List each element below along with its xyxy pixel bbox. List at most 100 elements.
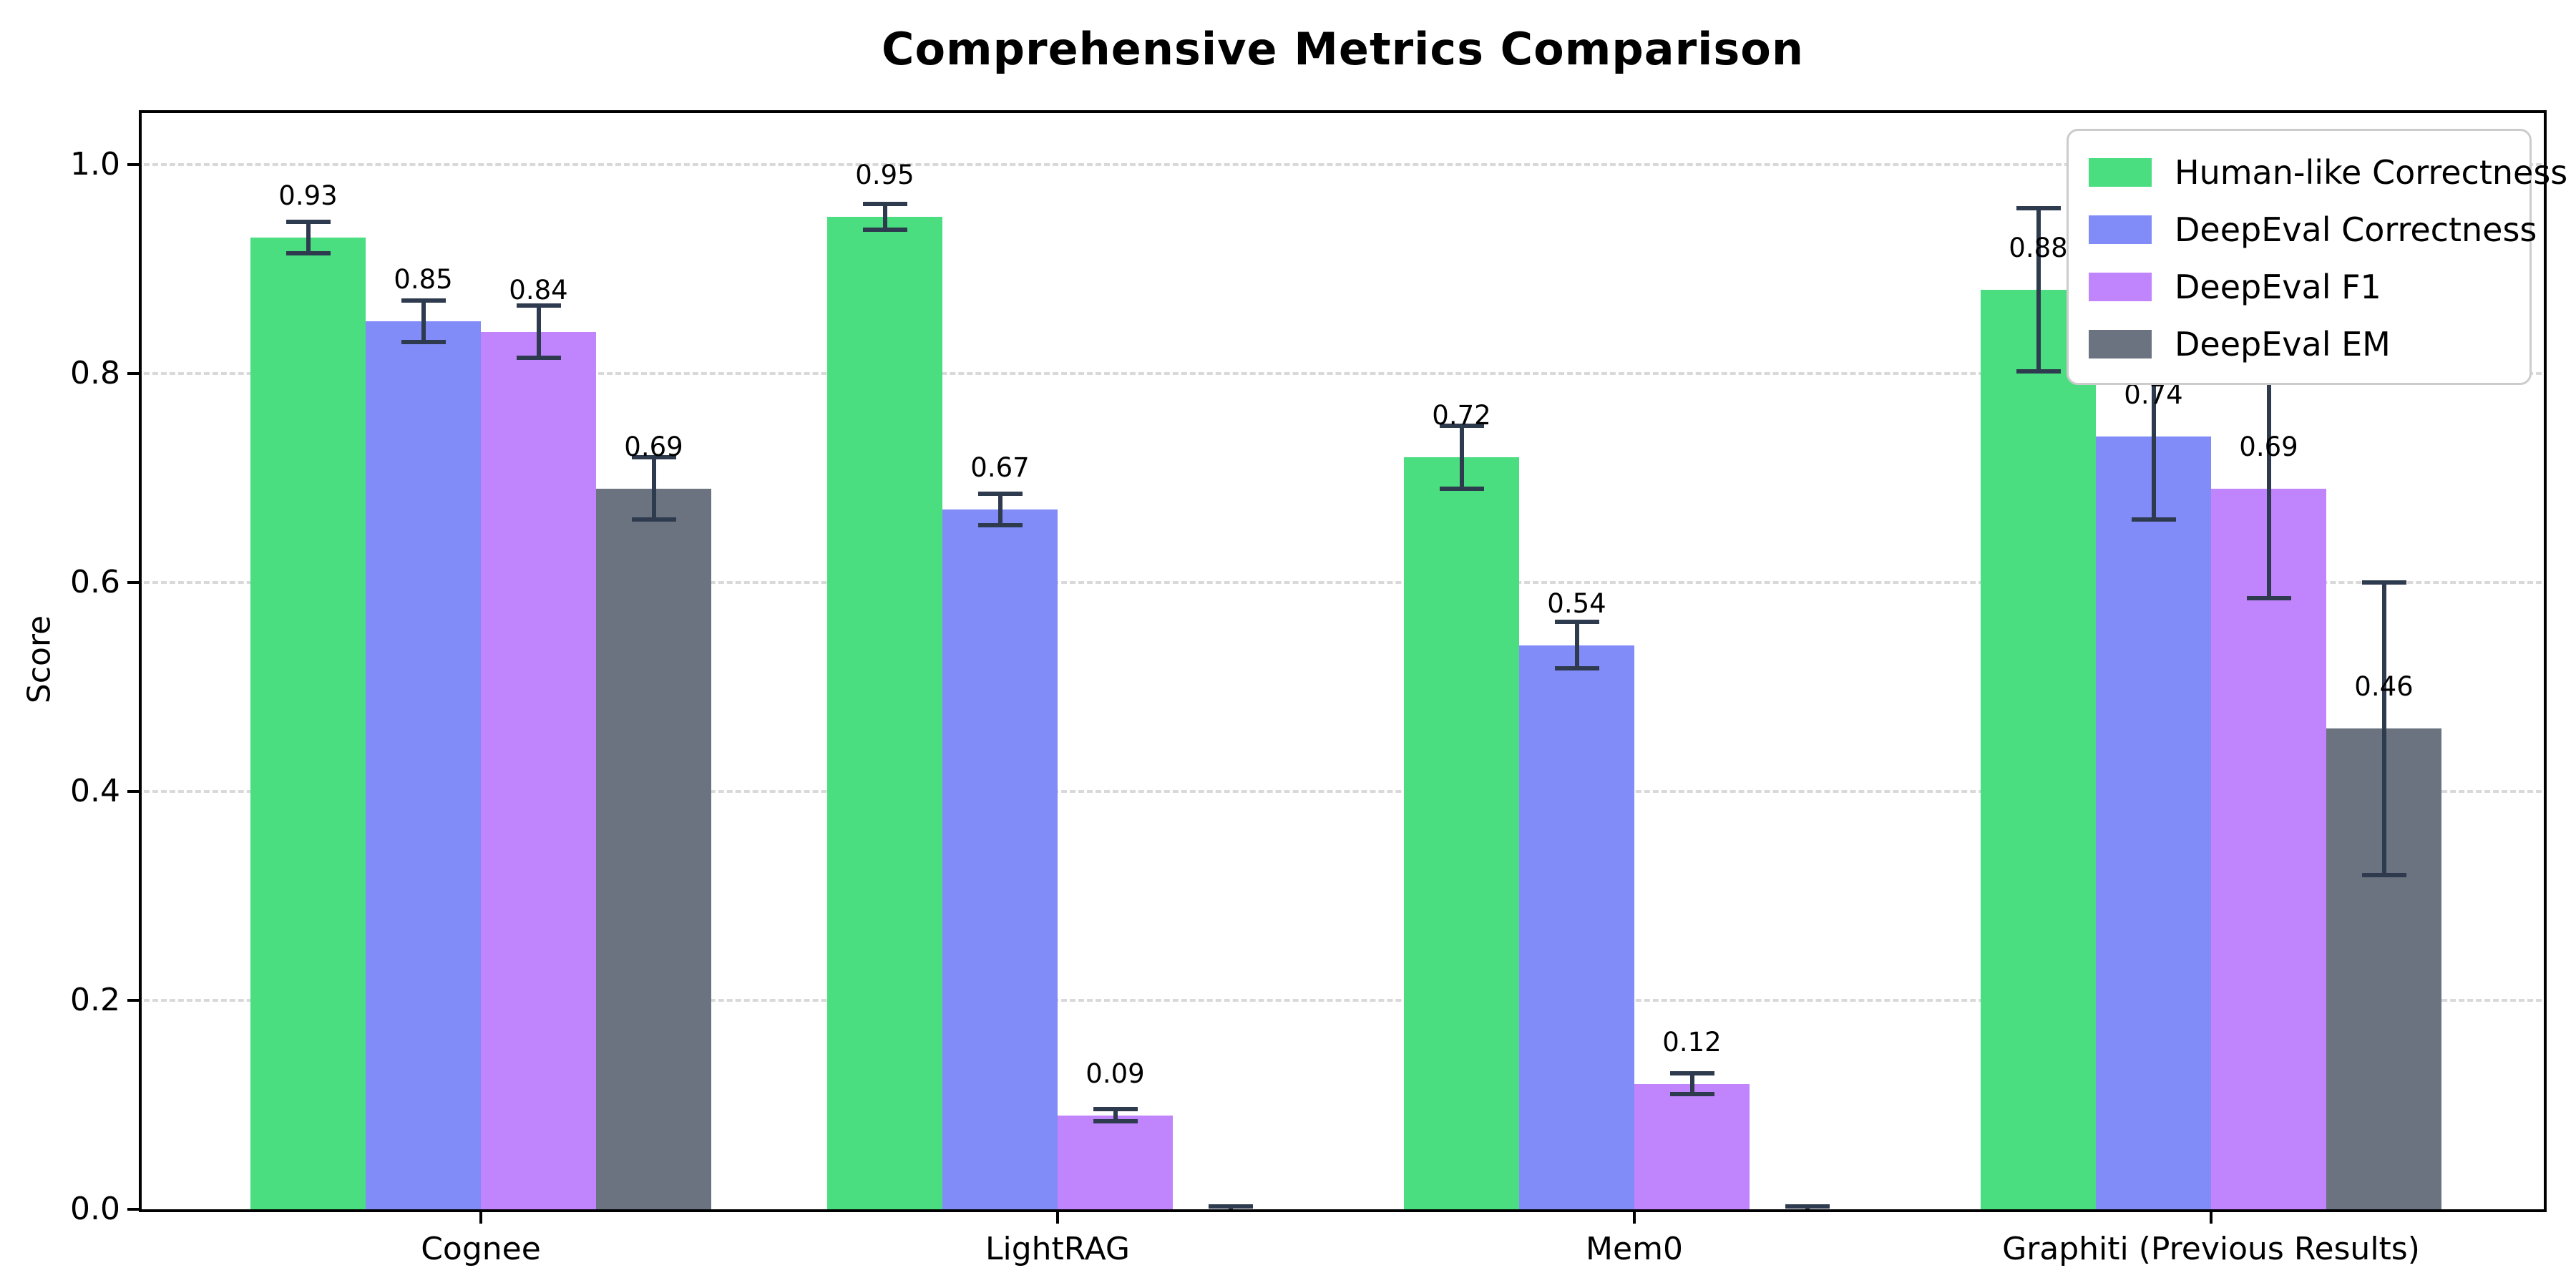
- legend-label: DeepEval EM: [2175, 325, 2391, 364]
- y-tick-mark: [127, 372, 139, 375]
- bar-deepeval-correctness: [366, 321, 481, 1209]
- y-tick-label: 0.0: [70, 1191, 120, 1227]
- axis-spine-right: [2544, 113, 2547, 1212]
- error-bar: [1574, 622, 1579, 668]
- y-tick-label: 0.6: [70, 564, 120, 600]
- bar-value-label: 0.88: [2009, 233, 2068, 264]
- x-tick-mark: [479, 1212, 482, 1224]
- error-bar-cap-bottom: [286, 251, 331, 256]
- bar-deepeval-correctness: [1519, 645, 1634, 1209]
- legend-swatch-icon: [2089, 215, 2152, 244]
- error-bar-cap-bottom: [2016, 369, 2061, 374]
- bar-human-like-correctness: [1981, 290, 2096, 1209]
- axis-spine-bottom: [139, 1209, 2547, 1212]
- error-bar-cap-top: [1554, 620, 1599, 625]
- error-bar: [306, 222, 311, 254]
- error-bar-cap-bottom: [2131, 517, 2176, 522]
- error-bar: [2381, 582, 2386, 875]
- bar-value-label: 0.54: [1547, 587, 1606, 619]
- x-tick-mark: [1633, 1212, 1636, 1224]
- error-bar-cap-bottom: [631, 517, 676, 522]
- error-bar-cap-bottom: [2246, 595, 2291, 600]
- error-bar-cap-top: [2361, 580, 2406, 585]
- bar-deepeval-em: [596, 488, 711, 1209]
- gridline: [144, 163, 2542, 166]
- error-bar-cap-bottom: [516, 356, 561, 361]
- y-tick-label: 0.2: [70, 982, 120, 1018]
- bar-value-label: 0.95: [855, 160, 914, 190]
- error-bar-cap-top: [1439, 424, 1484, 428]
- bar-deepeval-f1: [1634, 1083, 1750, 1209]
- y-tick-label: 1.0: [70, 146, 120, 182]
- y-tick-label: 0.4: [70, 773, 120, 809]
- x-tick-label: Cognee: [421, 1231, 541, 1267]
- bar-value-label: 0.69: [624, 431, 683, 462]
- error-bar-cap-top: [631, 454, 676, 459]
- legend-row: Human-like Correctness: [2089, 144, 2567, 201]
- error-bar: [2036, 208, 2041, 372]
- y-tick-mark: [127, 790, 139, 793]
- error-bar-cap-bottom: [1093, 1119, 1138, 1124]
- legend: Human-like Correctness DeepEval Correctne…: [2067, 129, 2567, 385]
- chart-title: Comprehensive Metrics Comparison: [881, 23, 1805, 75]
- legend-row: DeepEval F1: [2089, 258, 2505, 316]
- bar-deepeval-correctness: [942, 509, 1058, 1209]
- bar-human-like-correctness: [250, 238, 366, 1209]
- bar-deepeval-correctness: [2096, 436, 2211, 1209]
- y-tick-mark: [127, 163, 139, 166]
- error-bar-cap-bottom: [977, 522, 1023, 527]
- legend-label: Human-like Correctness: [2175, 153, 2568, 192]
- y-tick-mark: [127, 1208, 139, 1211]
- legend-swatch-icon: [2089, 330, 2152, 358]
- error-bar-cap-top: [286, 220, 331, 225]
- bar-value-label: 0.84: [509, 274, 568, 306]
- x-tick-label: Mem0: [1586, 1231, 1683, 1267]
- y-tick-mark: [127, 999, 139, 1002]
- error-bar-cap-top: [1093, 1106, 1138, 1111]
- bar-deepeval-f1: [2211, 488, 2326, 1209]
- error-bar-cap-bottom: [1554, 665, 1599, 670]
- bar-human-like-correctness: [827, 217, 942, 1209]
- bar-human-like-correctness: [1404, 457, 1519, 1209]
- bar-value-label: 0.09: [1085, 1058, 1145, 1089]
- x-tick-label: LightRAG: [985, 1231, 1131, 1267]
- x-tick-mark: [2210, 1212, 2212, 1224]
- error-bar-cap-top: [977, 491, 1023, 496]
- error-bar-cap-top: [1785, 1204, 1830, 1209]
- legend-label: DeepEval F1: [2175, 268, 2381, 306]
- error-bar: [997, 493, 1002, 525]
- error-bar-cap-top: [862, 202, 907, 207]
- bar-value-label: 0.93: [278, 180, 338, 212]
- legend-swatch-icon: [2089, 158, 2152, 187]
- bar-value-label: 0.67: [970, 452, 1030, 483]
- legend-row: DeepEval Correctness: [2089, 201, 2537, 258]
- error-bar: [882, 204, 887, 230]
- gridline: [144, 372, 2542, 375]
- error-bar-cap-top: [1669, 1071, 1714, 1076]
- error-bar-cap-top: [401, 298, 446, 303]
- x-tick-label: Graphiti (Previous Results): [2002, 1231, 2420, 1267]
- bar-value-label: 0.46: [2354, 671, 2414, 703]
- axis-spine-top: [139, 110, 2547, 113]
- gridline: [144, 581, 2542, 584]
- error-bar: [651, 457, 656, 520]
- bar-deepeval-f1: [1058, 1115, 1173, 1209]
- bar-value-label: 0.69: [2239, 431, 2298, 462]
- gridline: [144, 999, 2542, 1002]
- error-bar-cap-bottom: [2361, 872, 2406, 877]
- error-bar-cap-top: [1208, 1204, 1253, 1209]
- error-bar: [1459, 426, 1464, 489]
- error-bar: [421, 300, 426, 343]
- error-bar-cap-top: [516, 303, 561, 308]
- x-tick-mark: [1056, 1212, 1059, 1224]
- y-tick-label: 0.8: [70, 355, 120, 391]
- error-bar-cap-bottom: [1439, 486, 1484, 491]
- error-bar-cap-bottom: [401, 340, 446, 345]
- error-bar: [2266, 379, 2271, 598]
- error-bar-cap-top: [2016, 206, 2061, 211]
- bar-value-label: 0.72: [1432, 399, 1491, 431]
- error-bar: [2151, 352, 2156, 520]
- error-bar-cap-bottom: [862, 227, 907, 232]
- legend-swatch-icon: [2089, 273, 2152, 301]
